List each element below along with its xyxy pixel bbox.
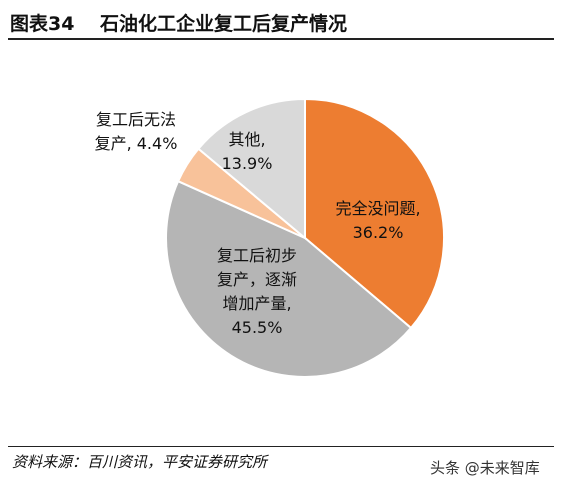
slice-label-cannot-resume: 复工后无法 复产, 4.4% bbox=[86, 108, 186, 156]
slice-label-line: 复产，逐渐 bbox=[216, 270, 297, 289]
slice-other bbox=[197, 97, 306, 241]
slice-label-line: 13.9% bbox=[221, 154, 273, 173]
slice-label-line: 完全没问题, bbox=[335, 199, 421, 218]
bottom-rule bbox=[8, 446, 554, 447]
slice-label-no-problem: 完全没问题, 36.2% bbox=[318, 197, 438, 245]
slice-label-line: 增加产量, bbox=[222, 294, 292, 313]
slice-label-line: 其他, bbox=[228, 130, 266, 149]
slice-label-gradual-recovery: 复工后初步 复产，逐渐 增加产量, 45.5% bbox=[207, 244, 307, 340]
slice-label-line: 45.5% bbox=[231, 318, 283, 337]
slice-label-line: 复产, 4.4% bbox=[94, 134, 178, 153]
figure-number: 图表34 bbox=[10, 13, 75, 35]
slice-gradual-recovery bbox=[165, 179, 413, 378]
figure-header: 图表34 石油化工企业复工后复产情况 bbox=[8, 6, 554, 35]
slice-label-line: 复工后无法 bbox=[95, 110, 176, 129]
figure-title: 石油化工企业复工后复产情况 bbox=[100, 13, 348, 35]
pie-chart bbox=[165, 97, 445, 378]
watermark: 头条 @未来智库 bbox=[430, 459, 540, 477]
slice-no-problem bbox=[304, 97, 445, 330]
slice-label-other: 其他, 13.9% bbox=[212, 128, 282, 176]
source-note: 资料来源：百川资讯，平安证券研究所 bbox=[12, 453, 268, 471]
slice-label-line: 复工后初步 bbox=[216, 246, 297, 265]
top-rule bbox=[8, 38, 554, 40]
slice-label-line: 36.2% bbox=[352, 223, 404, 242]
